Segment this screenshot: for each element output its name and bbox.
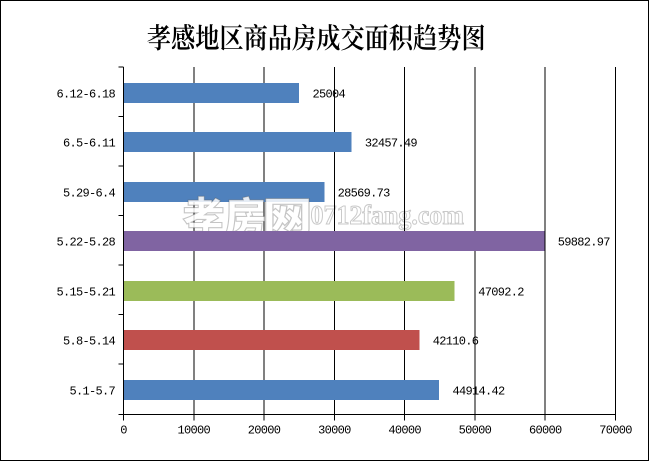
svg-text:6.12-6.18: 6.12-6.18 [56,87,115,101]
svg-text:40000: 40000 [388,424,421,438]
svg-text:5.22-5.28: 5.22-5.28 [56,235,115,249]
svg-text:10000: 10000 [178,424,211,438]
svg-text:28569.73: 28569.73 [338,186,391,200]
svg-text:6.5-6.11: 6.5-6.11 [63,136,116,150]
svg-text:59882.97: 59882.97 [558,235,611,249]
svg-text:60000: 60000 [529,424,562,438]
svg-text:20000: 20000 [248,424,281,438]
svg-text:25004: 25004 [313,87,346,101]
svg-text:42110.6: 42110.6 [433,334,479,348]
svg-text:50000: 50000 [459,424,492,438]
svg-text:44914.42: 44914.42 [452,384,505,398]
svg-text:5.8-5.14: 5.8-5.14 [63,334,116,348]
svg-text:5.15-5.21: 5.15-5.21 [56,285,115,299]
svg-text:0: 0 [120,424,127,438]
svg-text:5.29-6.4: 5.29-6.4 [63,186,116,200]
svg-text:5.1-5.7: 5.1-5.7 [69,384,115,398]
svg-text:30000: 30000 [318,424,351,438]
svg-text:47092.2: 47092.2 [478,285,524,299]
svg-text:0712fang.com: 0712fang.com [311,200,465,230]
svg-text:70000: 70000 [599,424,632,438]
svg-text:32457.49: 32457.49 [365,136,418,150]
